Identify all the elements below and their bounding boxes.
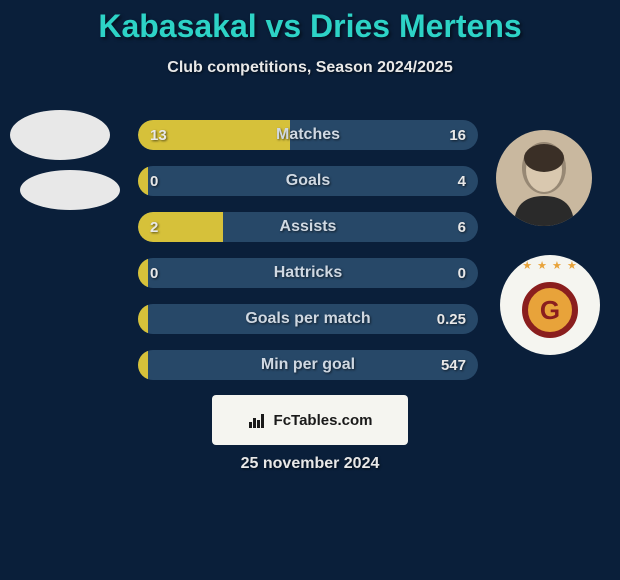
stat-row: Hattricks0 0 <box>138 258 478 288</box>
stat-label: Assists <box>138 212 478 242</box>
club-stars-icon: ★ ★ ★ ★ <box>500 259 600 272</box>
stat-value-right: 16 <box>449 120 466 150</box>
stat-value-left: 13 <box>150 120 167 150</box>
person-silhouette-icon <box>496 130 592 226</box>
stat-label: Goals <box>138 166 478 196</box>
stat-value-right: 0.25 <box>437 304 466 334</box>
stat-value-left: 0 <box>150 166 158 196</box>
stat-label: Min per goal <box>138 350 478 380</box>
club-left-avatar <box>20 170 120 210</box>
stat-row: Goals0 4 <box>138 166 478 196</box>
stat-row: Min per goal547 <box>138 350 478 380</box>
stat-label: Matches <box>138 120 478 150</box>
club-right-avatar: ★ ★ ★ ★ G <box>500 255 600 355</box>
footer-date: 25 november 2024 <box>0 455 620 473</box>
stat-value-left: 0 <box>150 258 158 288</box>
stat-value-right: 547 <box>441 350 466 380</box>
bars-icon <box>248 410 268 430</box>
player-left-avatar <box>10 110 110 160</box>
player-right-avatar <box>496 130 592 226</box>
stat-row: Assists2 6 <box>138 212 478 242</box>
subtitle: Club competitions, Season 2024/2025 <box>0 59 620 77</box>
source-text: FcTables.com <box>274 412 373 429</box>
stat-value-right: 4 <box>458 166 466 196</box>
source-badge: FcTables.com <box>212 395 408 445</box>
stat-value-left: 2 <box>150 212 158 242</box>
page-title: Kabasakal vs Dries Mertens <box>0 0 620 45</box>
stat-label: Goals per match <box>138 304 478 334</box>
stat-label: Hattricks <box>138 258 478 288</box>
stat-row: Goals per match0.25 <box>138 304 478 334</box>
stat-value-right: 6 <box>458 212 466 242</box>
stat-row: Matches13 16 <box>138 120 478 150</box>
club-letter: G <box>540 295 560 326</box>
stat-value-right: 0 <box>458 258 466 288</box>
stats-chart: Matches1316Goals04Assists26Hattricks00Go… <box>138 120 478 396</box>
club-badge-icon: G <box>522 282 578 338</box>
